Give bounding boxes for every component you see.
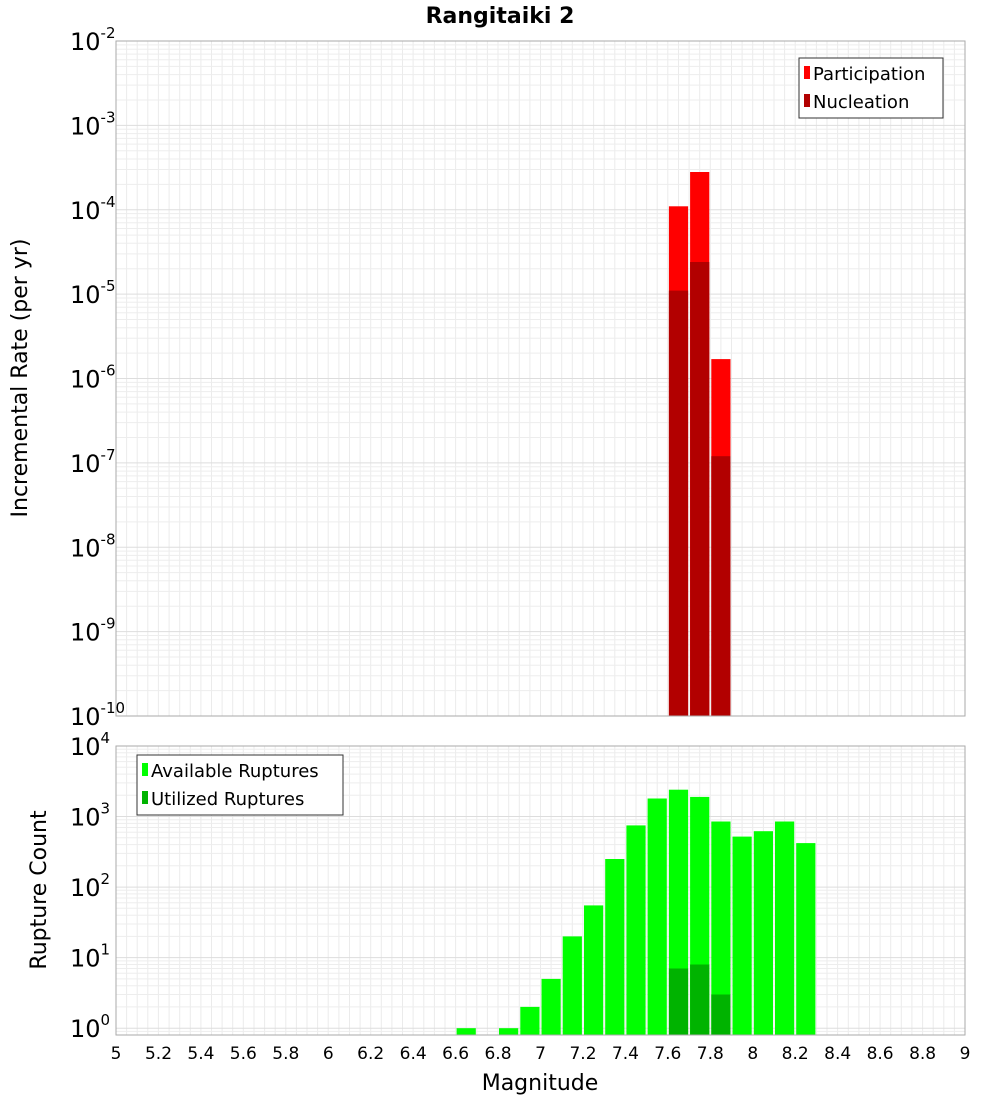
x-tick-label: 6 [323, 1044, 334, 1064]
bar [775, 821, 795, 1035]
x-tick-label: 5.8 [272, 1044, 299, 1064]
y-tick-label: 104 [70, 729, 110, 761]
bar [796, 843, 816, 1035]
bar [456, 1028, 476, 1035]
legend-swatch [804, 66, 810, 79]
bottom-y-axis-label: Rupture Count [27, 810, 52, 970]
series-secondary [668, 964, 731, 1035]
x-tick-label: 8.6 [867, 1044, 894, 1064]
bar [668, 290, 689, 716]
y-tick-label: 10-7 [70, 446, 116, 478]
x-tick-label: 7 [535, 1044, 546, 1064]
x-tick-label: 6.6 [442, 1044, 469, 1064]
x-tick-label: 6.4 [400, 1044, 427, 1064]
bar [584, 905, 604, 1035]
legend: Available Ruptures Utilized Ruptures [136, 754, 344, 816]
y-tick-label: 10-6 [70, 362, 116, 394]
series-primary [456, 789, 816, 1035]
y-tick-label: 10-5 [70, 277, 116, 309]
bar [626, 825, 646, 1035]
x-tick-label: 7.6 [654, 1044, 681, 1064]
y-tick-label: 10-10 [70, 699, 125, 731]
x-tick-label: 5.4 [187, 1044, 214, 1064]
x-tick-labels: 5 5.2 5.4 5.6 5.8 6 6.2 6.4 6.6 6.8 7 7.2 7.4 7.6 7.8 8… [111, 1044, 971, 1064]
y-tick-label: 101 [70, 941, 110, 973]
y-tick-label: 10-2 [70, 24, 116, 56]
legend: Participation Nucleation [798, 57, 944, 119]
y-tick-label: 10-9 [70, 615, 116, 647]
bar [562, 936, 582, 1035]
x-tick-label: 9 [960, 1044, 971, 1064]
bar [541, 978, 561, 1035]
y-tick-labels: 10-10 10-9 10-8 10-7 10-6 10-5 10-4 10-3 10-2 [70, 24, 125, 731]
y-tick-label: 10-8 [70, 530, 116, 562]
grid [115, 41, 966, 717]
x-tick-label: 8.4 [824, 1044, 851, 1064]
y-tick-label: 10-3 [70, 108, 116, 140]
x-tick-label: 6.2 [357, 1044, 384, 1064]
x-tick-label: 7.2 [569, 1044, 596, 1064]
plot-frame [115, 745, 966, 1036]
bar [668, 968, 689, 1035]
x-tick-label: 5.2 [145, 1044, 172, 1064]
legend-swatch [804, 94, 810, 107]
x-tick-label: 5 [111, 1044, 122, 1064]
bar [711, 821, 731, 1035]
legend-label: Available Ruptures [151, 761, 319, 782]
plot-frame [115, 40, 966, 717]
x-tick-label: 5.6 [230, 1044, 257, 1064]
x-tick-label: 7.4 [612, 1044, 639, 1064]
legend-label: Nucleation [813, 92, 909, 113]
legend-swatch [142, 791, 148, 804]
bar [711, 456, 731, 716]
series-secondary [668, 262, 731, 716]
bar [520, 1006, 540, 1035]
y-tick-label: 100 [70, 1011, 110, 1043]
y-tick-label: 10-4 [70, 193, 116, 225]
y-tick-label: 103 [70, 800, 110, 832]
legend-label: Participation [813, 64, 925, 85]
legend-swatch [142, 763, 148, 776]
y-tick-labels: 100 101 102 103 104 [70, 729, 110, 1043]
x-tick-label: 8 [747, 1044, 758, 1064]
x-tick-label: 8.2 [782, 1044, 809, 1064]
x-tick-label: 8.8 [909, 1044, 936, 1064]
x-axis-label: Magnitude [482, 1071, 599, 1096]
bar [732, 836, 752, 1035]
rupture-count-plot: 100 101 102 103 104 5 5.2 5.4 5.6 5.8 6 6.2 6.4 6.6 6.… [70, 729, 970, 1064]
bar [605, 859, 625, 1035]
bar [690, 262, 710, 716]
x-tick-label: 7.8 [697, 1044, 724, 1064]
top-y-axis-label: Incremental Rate (per yr) [8, 239, 33, 518]
y-tick-label: 102 [70, 870, 110, 902]
bar [690, 964, 710, 1035]
rate-plot: 10-10 10-9 10-8 10-7 10-6 10-5 10-4 10-3 10-2 Par… [70, 24, 966, 731]
x-tick-label: 6.8 [484, 1044, 511, 1064]
legend-label: Utilized Ruptures [151, 789, 304, 810]
bar [647, 798, 667, 1035]
legend-box [136, 754, 344, 816]
bar [711, 994, 731, 1035]
legend-box [798, 57, 944, 119]
chart-title: Rangitaiki 2 [426, 4, 575, 29]
bar [753, 831, 773, 1035]
bar [499, 1028, 519, 1035]
